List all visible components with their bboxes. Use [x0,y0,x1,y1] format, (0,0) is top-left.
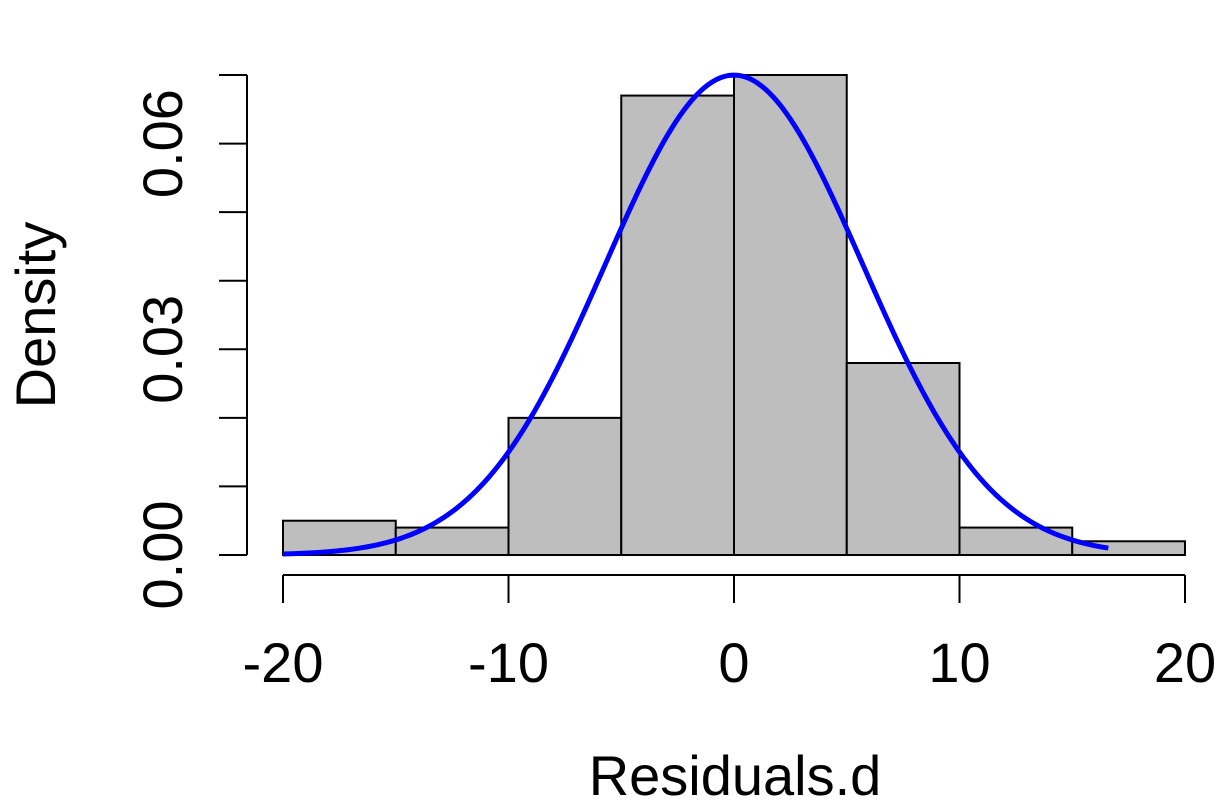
y-tick-label: 0.00 [131,501,194,610]
histogram-bar-5 [733,74,848,556]
x-tick-label: -20 [243,631,324,694]
y-tick-label: 0.06 [131,89,194,198]
x-tick-label: 0 [718,631,749,694]
normal-density-curve [282,72,1109,557]
histogram-bars [282,74,1186,557]
x-tick-label: -10 [468,631,549,694]
histogram-bar-3 [507,416,623,556]
x-tick-label: 20 [1154,631,1216,694]
histogram-bar-6 [845,362,961,556]
x-axis-ticks: -20 -10 0 10 20 [243,575,1216,694]
histogram-bar-4 [620,94,735,556]
y-axis-ticks: 0.00 0.03 0.06 [131,74,247,610]
y-tick-label: 0.03 [131,295,194,404]
x-tick-label: 10 [928,631,990,694]
y-axis-title: Density [4,222,67,409]
x-axis-title: Residuals.d [589,744,882,807]
